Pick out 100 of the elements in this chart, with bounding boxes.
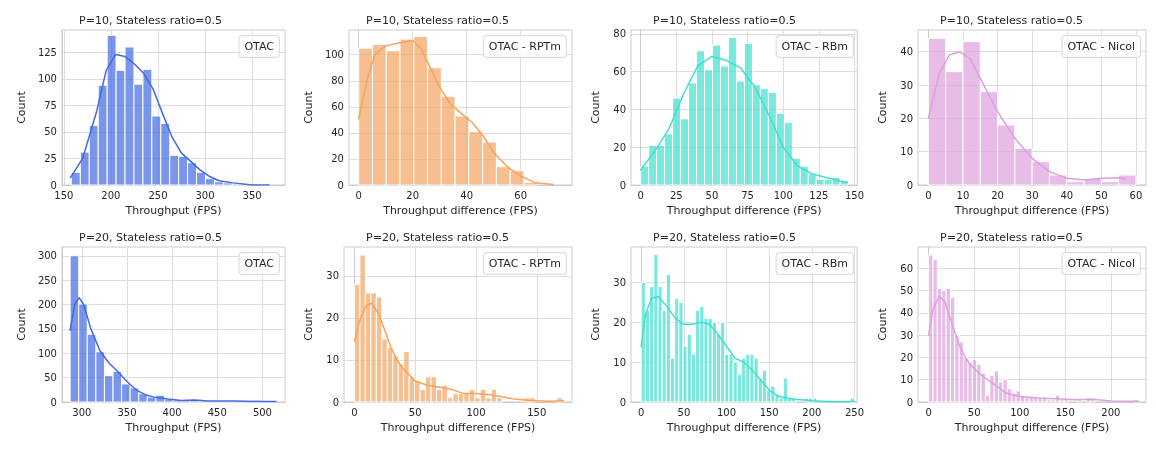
- x-tick-label: 250: [148, 189, 168, 201]
- y-axis-title: Count: [589, 307, 602, 341]
- y-tick-label: 250: [37, 274, 57, 286]
- y-axis-title: Count: [876, 90, 889, 124]
- y-tick-label: 20: [613, 316, 626, 328]
- y-tick-label: 50: [44, 372, 57, 384]
- legend-title: OTAC - RPTm: [488, 40, 562, 53]
- y-axis-title: Count: [876, 307, 889, 341]
- y-tick-label: 50: [44, 126, 57, 138]
- y-tick-label: 40: [900, 307, 913, 319]
- x-axis-title: Throughput difference (FPS): [382, 204, 538, 217]
- y-axis-title: Count: [589, 90, 602, 124]
- y-tick-label: 60: [613, 66, 626, 78]
- y-tick-label: 125: [37, 46, 57, 58]
- y-tick-label: 40: [613, 103, 626, 115]
- y-tick-label: 10: [613, 356, 626, 368]
- chart-title: P=10, Stateless ratio=0.5: [366, 14, 509, 27]
- y-tick-label: 20: [900, 112, 913, 124]
- x-tick-label: 450: [207, 406, 227, 418]
- x-tick-label: 50: [705, 189, 719, 201]
- y-tick-label: 80: [331, 75, 344, 87]
- x-tick-label: 10: [956, 189, 970, 201]
- x-axis-title: Throughput difference (FPS): [665, 421, 822, 434]
- y-tick-label: 75: [44, 99, 57, 111]
- legend-title: OTAC - RBm: [781, 257, 848, 270]
- y-tick-label: 0: [50, 396, 57, 408]
- x-tick-label: 0: [925, 189, 932, 201]
- chart-title: P=20, Stateless ratio=0.5: [366, 231, 509, 244]
- y-axis-title: Count: [302, 307, 315, 341]
- y-tick-label: 25: [44, 152, 57, 164]
- x-axis-title: Throughput difference (FPS): [379, 421, 536, 434]
- y-tick-label: 100: [324, 49, 344, 61]
- x-tick-label: 50: [967, 406, 981, 418]
- y-tick-label: 30: [613, 276, 626, 288]
- legend-title: OTAC: [244, 40, 275, 53]
- x-tick-label: 125: [809, 189, 829, 201]
- x-tick-label: 40: [460, 189, 474, 201]
- x-tick-label: 300: [195, 189, 215, 201]
- x-tick-label: 200: [1101, 406, 1121, 418]
- x-axis-title: Throughput (FPS): [124, 204, 222, 217]
- x-tick-label: 150: [527, 406, 547, 418]
- x-tick-label: 300: [72, 406, 92, 418]
- x-tick-label: 50: [677, 406, 691, 418]
- y-tick-label: 40: [331, 127, 344, 139]
- x-tick-label: 400: [162, 406, 182, 418]
- chart-title: P=20, Stateless ratio=0.5: [79, 231, 222, 244]
- x-tick-label: 100: [466, 406, 486, 418]
- y-tick-label: 20: [331, 153, 344, 165]
- x-tick-label: 200: [101, 189, 121, 201]
- y-tick-label: 60: [331, 101, 344, 113]
- x-tick-label: 0: [355, 189, 362, 201]
- x-tick-label: 350: [117, 406, 137, 418]
- y-tick-label: 50: [900, 285, 913, 297]
- y-tick-label: 0: [50, 179, 57, 191]
- x-tick-label: 350: [242, 189, 262, 201]
- y-tick-label: 0: [906, 396, 913, 408]
- y-tick-label: 40: [900, 46, 913, 58]
- y-tick-label: 0: [332, 396, 339, 408]
- y-tick-label: 80: [613, 28, 626, 40]
- x-tick-label: 0: [925, 406, 932, 418]
- x-tick-label: 100: [716, 406, 737, 418]
- x-tick-label: 150: [844, 189, 865, 201]
- y-tick-label: 60: [900, 262, 913, 274]
- x-tick-label: 25: [669, 189, 683, 201]
- x-tick-label: 30: [1025, 189, 1039, 201]
- x-tick-label: 150: [759, 406, 779, 418]
- y-tick-label: 200: [37, 299, 57, 311]
- y-tick-label: 10: [326, 354, 339, 366]
- x-tick-label: 20: [406, 189, 420, 201]
- chart-title: P=20, Stateless ratio=0.5: [653, 231, 796, 244]
- y-tick-label: 20: [613, 141, 626, 153]
- x-tick-label: 20: [991, 189, 1004, 201]
- x-tick-label: 75: [741, 189, 754, 201]
- legend-title: OTAC - RPTm: [488, 257, 562, 270]
- x-axis-title: Throughput difference (FPS): [665, 204, 822, 217]
- y-tick-label: 0: [619, 396, 626, 408]
- y-tick-label: 100: [37, 347, 57, 359]
- x-axis-title: Throughput difference (FPS): [953, 204, 1110, 217]
- x-tick-label: 50: [408, 406, 422, 418]
- y-tick-label: 150: [37, 323, 57, 335]
- y-tick-label: 20: [326, 312, 339, 324]
- y-tick-label: 300: [37, 250, 57, 262]
- y-tick-label: 100: [37, 73, 57, 85]
- x-tick-label: 500: [252, 406, 272, 418]
- chart-title: P=10, Stateless ratio=0.5: [79, 14, 222, 27]
- chart-title: P=10, Stateless ratio=0.5: [940, 14, 1083, 27]
- chart-title: P=10, Stateless ratio=0.5: [653, 14, 796, 27]
- chart-title: P=20, Stateless ratio=0.5: [940, 231, 1083, 244]
- legend-title: OTAC - Nicol: [1067, 40, 1136, 53]
- x-tick-label: 50: [1095, 189, 1108, 201]
- y-tick-label: 10: [900, 146, 913, 158]
- legend-title: OTAC - RBm: [781, 40, 848, 53]
- y-axis-title: Count: [15, 307, 28, 341]
- y-tick-label: 10: [900, 374, 913, 386]
- y-tick-label: 0: [619, 179, 626, 191]
- y-tick-label: 30: [326, 270, 339, 282]
- x-tick-label: 0: [637, 189, 644, 201]
- x-tick-label: 200: [802, 406, 822, 418]
- x-tick-label: 100: [773, 189, 793, 201]
- x-tick-label: 250: [844, 406, 865, 418]
